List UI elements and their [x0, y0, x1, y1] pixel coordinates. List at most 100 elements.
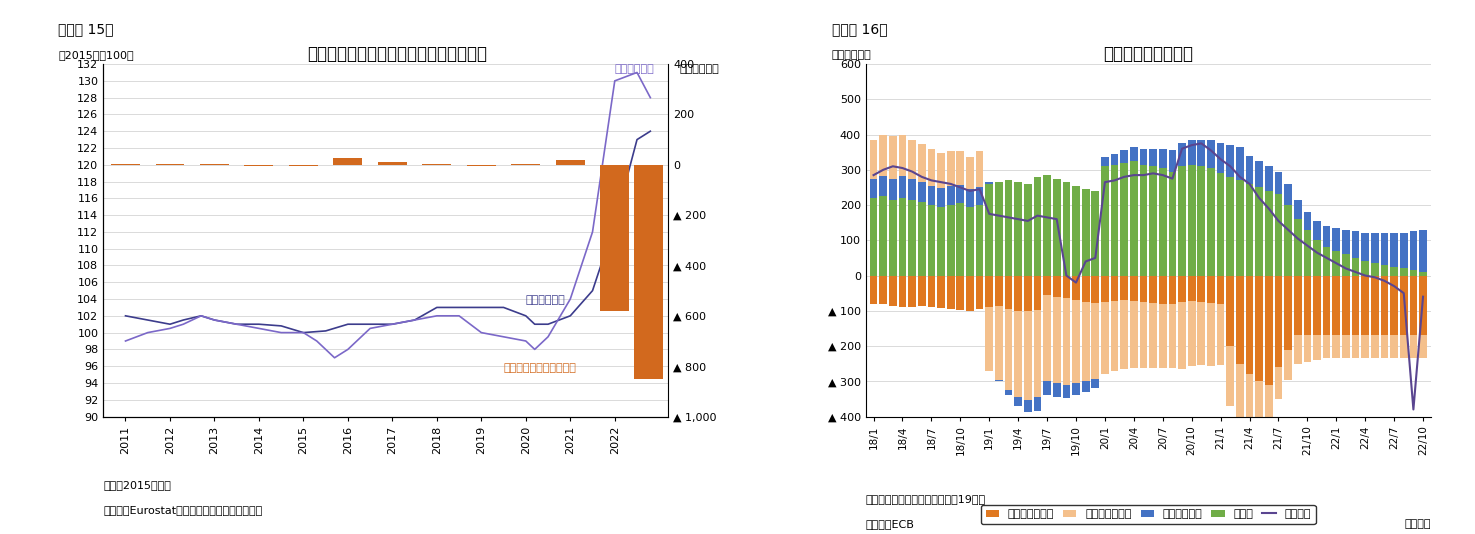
- Bar: [928, 205, 935, 276]
- Text: （億ユーロ）: （億ユーロ）: [680, 64, 720, 74]
- Bar: [1207, 276, 1215, 303]
- Bar: [1072, 383, 1080, 395]
- Bar: [378, 162, 407, 165]
- Bar: [1304, 276, 1311, 335]
- Text: （月次）: （月次）: [1404, 519, 1431, 529]
- Bar: [1381, 233, 1388, 265]
- Bar: [1024, 399, 1031, 412]
- Bar: [1419, 335, 1426, 358]
- Bar: [889, 136, 897, 178]
- Bar: [1323, 226, 1330, 247]
- Bar: [917, 201, 926, 276]
- Bar: [1149, 303, 1156, 368]
- Bar: [898, 176, 906, 198]
- Bar: [1111, 164, 1118, 276]
- Bar: [1004, 276, 1012, 309]
- Bar: [870, 140, 878, 178]
- Bar: [1255, 161, 1263, 187]
- Bar: [947, 205, 954, 276]
- Bar: [909, 140, 916, 179]
- Bar: [1361, 233, 1369, 262]
- Bar: [1004, 180, 1012, 276]
- Bar: [155, 164, 184, 165]
- Bar: [996, 276, 1003, 305]
- Bar: [1159, 148, 1167, 168]
- Bar: [1207, 168, 1215, 276]
- Bar: [1323, 247, 1330, 276]
- Bar: [1370, 276, 1379, 335]
- Bar: [1370, 263, 1379, 276]
- Bar: [1140, 302, 1148, 368]
- Text: （注）2015年価格: （注）2015年価格: [103, 480, 171, 490]
- Bar: [917, 182, 926, 201]
- Bar: [1236, 364, 1243, 417]
- Bar: [1015, 311, 1022, 397]
- Bar: [1149, 148, 1156, 166]
- Bar: [1274, 276, 1282, 367]
- Bar: [909, 200, 916, 276]
- Bar: [1140, 276, 1148, 302]
- Bar: [1313, 240, 1320, 276]
- Bar: [1351, 335, 1360, 358]
- Bar: [1187, 140, 1196, 164]
- Bar: [1004, 390, 1012, 395]
- Bar: [879, 135, 886, 176]
- Bar: [1391, 335, 1398, 358]
- Bar: [1400, 233, 1407, 269]
- Bar: [1034, 177, 1041, 276]
- Bar: [1062, 276, 1071, 299]
- Bar: [1217, 143, 1224, 174]
- Bar: [1370, 233, 1379, 263]
- Bar: [1391, 233, 1398, 267]
- Bar: [1092, 379, 1099, 388]
- Bar: [1410, 270, 1417, 276]
- Bar: [1034, 397, 1041, 411]
- Bar: [1100, 302, 1109, 374]
- Bar: [1149, 166, 1156, 276]
- Bar: [1015, 397, 1022, 406]
- Bar: [909, 276, 916, 307]
- Bar: [1274, 194, 1282, 276]
- Bar: [1217, 276, 1224, 304]
- Bar: [976, 152, 984, 187]
- Bar: [1342, 254, 1350, 276]
- Bar: [1043, 381, 1052, 395]
- Bar: [937, 276, 945, 308]
- Bar: [1149, 276, 1156, 303]
- Bar: [985, 276, 993, 307]
- Bar: [1053, 383, 1061, 397]
- Bar: [1179, 276, 1186, 302]
- Bar: [1226, 276, 1235, 346]
- Bar: [928, 186, 935, 205]
- Bar: [1294, 335, 1301, 364]
- Bar: [996, 182, 1003, 276]
- Bar: [1217, 304, 1224, 365]
- Bar: [1226, 177, 1235, 276]
- Bar: [111, 163, 140, 165]
- Bar: [1304, 212, 1311, 230]
- Bar: [1266, 191, 1273, 276]
- Bar: [556, 160, 584, 165]
- Bar: [898, 198, 906, 276]
- Bar: [966, 207, 974, 276]
- Bar: [956, 185, 965, 203]
- Bar: [937, 153, 945, 189]
- Bar: [1381, 265, 1388, 276]
- Bar: [1198, 140, 1205, 166]
- Bar: [1400, 269, 1407, 276]
- Bar: [1351, 232, 1360, 258]
- Bar: [1332, 335, 1341, 358]
- Bar: [1410, 232, 1417, 270]
- Bar: [468, 165, 496, 166]
- Bar: [1015, 276, 1022, 311]
- Bar: [1400, 276, 1407, 335]
- Bar: [1092, 191, 1099, 276]
- Bar: [1130, 147, 1137, 161]
- Bar: [289, 165, 319, 166]
- Bar: [1236, 276, 1243, 364]
- Bar: [1304, 230, 1311, 276]
- Bar: [966, 189, 974, 207]
- Bar: [1198, 166, 1205, 276]
- Bar: [1053, 297, 1061, 383]
- Bar: [928, 148, 935, 186]
